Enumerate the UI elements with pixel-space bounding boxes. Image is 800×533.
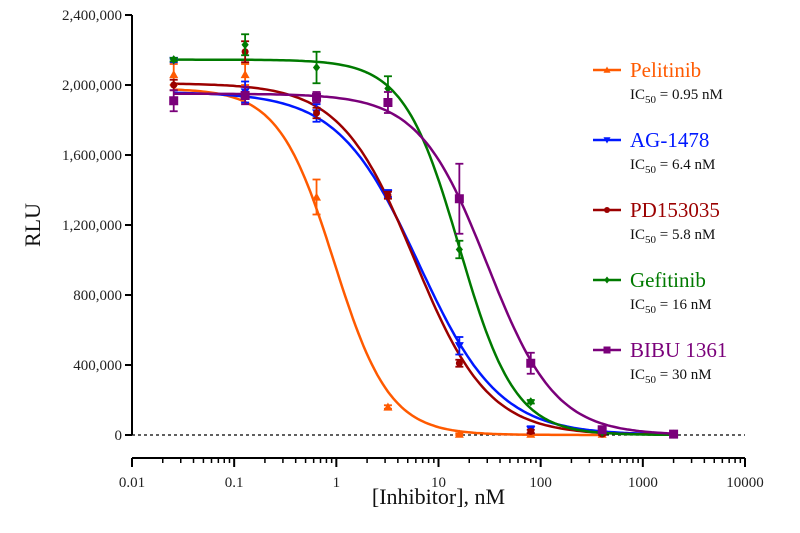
data-point <box>669 429 679 439</box>
x-tick-label: 1 <box>333 475 341 491</box>
data-point <box>312 106 321 120</box>
marker-diamond <box>384 84 392 93</box>
legend-item: Pelitinib IC50 = 0.95 nM <box>593 58 723 106</box>
marker-diamond <box>312 63 321 72</box>
fit-curve-ag-1478 <box>173 91 674 436</box>
y-tick-label: 1,200,000 <box>62 218 122 234</box>
axes: 0 400,000 800,000 1,200,000 1,600,000 2,000,0… <box>62 8 764 491</box>
legend-marker <box>603 137 611 144</box>
marker-square <box>597 425 607 435</box>
legend-label: PD153035 <box>630 198 720 222</box>
marker-circle <box>527 428 535 435</box>
marker-diamond <box>170 55 178 65</box>
legend-marker <box>603 66 611 73</box>
y-tick-label: 400,000 <box>73 358 122 374</box>
x-tick-label: 100 <box>529 475 552 491</box>
data-point <box>526 397 535 407</box>
y-axis-title: RLU <box>20 203 45 247</box>
data-point <box>454 429 464 438</box>
legend: Pelitinib IC50 = 0.95 nM AG-1478 IC50 = 6.4… <box>593 58 727 386</box>
marker-circle <box>170 81 178 89</box>
legend-marker <box>603 346 611 354</box>
y-ticks: 0 400,000 800,000 1,200,000 1,600,000 2,000,0… <box>62 8 132 444</box>
x-ticks: 0.01 0.1 1 10 100 1000 10000 <box>119 458 764 491</box>
legend-label: BIBU 1361 <box>630 338 727 362</box>
data-point <box>312 178 322 216</box>
x-axis-title: [Inhibitor], nM <box>372 484 505 509</box>
data-point <box>455 239 464 260</box>
legend-item: Gefitinib IC50 = 16 nM <box>593 268 712 316</box>
fit-curve-pelitinib <box>173 88 603 437</box>
fit-curves <box>173 58 674 437</box>
fit-curve-bibu-1361 <box>173 92 674 435</box>
marker-circle <box>455 359 463 367</box>
legend-ic50: IC50 = 5.8 nM <box>630 227 715 246</box>
marker-triangle-up <box>383 402 393 411</box>
marker-triangle-up <box>240 70 250 79</box>
data-point <box>169 89 179 113</box>
x-tick-label: 0.01 <box>119 475 145 491</box>
legend-marker <box>604 276 610 284</box>
x-tick-label: 0.1 <box>225 475 244 491</box>
x-tick-label: 10 <box>431 475 446 491</box>
y-tick-label: 2,400,000 <box>62 8 122 24</box>
data-point <box>312 91 322 104</box>
data-point <box>454 162 464 235</box>
legend-ic50: IC50 = 30 nM <box>630 367 712 386</box>
marker-triangle-up <box>169 70 179 79</box>
fit-curve-pd153035 <box>173 82 674 436</box>
legend-ic50: IC50 = 0.95 nM <box>630 87 723 106</box>
marker-triangle-up <box>454 429 464 438</box>
data-point <box>383 91 393 114</box>
data-point <box>526 351 536 375</box>
y-tick-label: 1,600,000 <box>62 148 122 164</box>
x-tick-label: 1000 <box>628 475 658 491</box>
y-tick-label: 2,000,000 <box>62 78 122 94</box>
marker-square <box>312 92 322 102</box>
marker-diamond <box>527 397 535 407</box>
data-point <box>169 55 178 65</box>
marker-triangle-up <box>312 192 322 201</box>
legend-item: PD153035 IC50 = 5.8 nM <box>593 198 720 246</box>
data-point <box>455 358 464 368</box>
marker-triangle-down <box>454 342 464 351</box>
data-point <box>526 428 535 435</box>
marker-circle <box>313 109 321 117</box>
data-point <box>240 85 250 106</box>
y-tick-label: 0 <box>115 428 123 444</box>
marker-square <box>526 358 536 368</box>
legend-label: Gefitinib <box>630 268 706 292</box>
marker-square <box>454 194 464 204</box>
marker-square <box>669 429 679 439</box>
legend-item: AG-1478 IC50 = 6.4 nM <box>593 128 715 176</box>
data-point <box>383 402 393 411</box>
data-point <box>312 50 321 85</box>
legend-ic50: IC50 = 6.4 nM <box>630 157 715 176</box>
marker-circle <box>384 191 392 199</box>
legend-ic50: IC50 = 16 nM <box>630 297 712 316</box>
data-point <box>454 336 464 356</box>
fit-curve-gefitinib <box>173 58 674 437</box>
marker-diamond <box>241 40 249 50</box>
data-point <box>597 425 607 435</box>
data-point <box>241 33 250 57</box>
marker-square <box>240 91 250 100</box>
data-point <box>383 190 392 200</box>
legend-marker <box>604 207 610 213</box>
marker-square <box>169 96 179 106</box>
x-tick-label: 10000 <box>726 475 764 491</box>
y-tick-label: 800,000 <box>73 288 122 304</box>
legend-label: Pelitinib <box>630 58 701 82</box>
legend-item: BIBU 1361 IC50 = 30 nM <box>593 338 727 386</box>
marker-square <box>383 98 393 107</box>
legend-label: AG-1478 <box>630 128 709 152</box>
data-points <box>169 33 679 439</box>
marker-diamond <box>455 245 463 254</box>
